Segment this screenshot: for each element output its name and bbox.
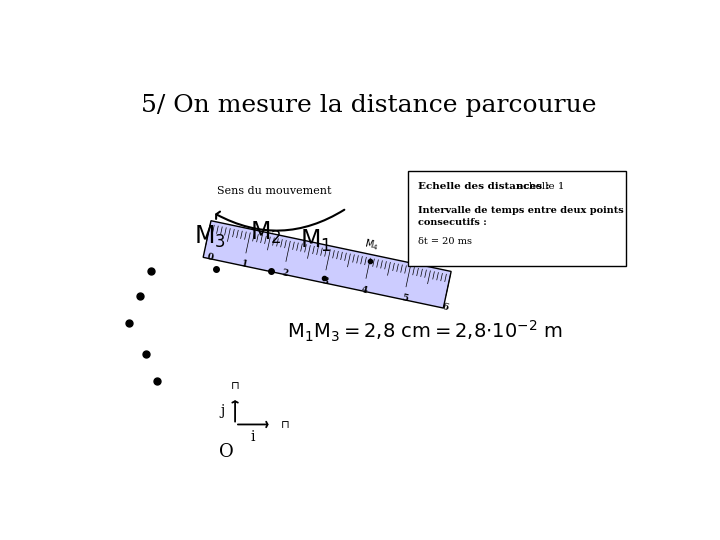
Text: $\sqcap$: $\sqcap$ [230,380,240,391]
FancyBboxPatch shape [408,171,626,266]
Text: $\sqcap$: $\sqcap$ [280,419,289,430]
Text: 3: 3 [320,276,328,287]
Text: O: O [220,443,234,461]
Polygon shape [203,221,451,308]
Text: Echelle des distances :: Echelle des distances : [418,182,553,191]
Text: Sens du mouvement: Sens du mouvement [217,186,331,196]
Text: Intervalle de temps entre deux points
consecutifs :: Intervalle de temps entre deux points co… [418,206,624,227]
Text: $\mathrm{M}_1$: $\mathrm{M}_1$ [300,228,332,254]
Text: $\mathrm{M_1M_3} = 2{,}8\ \mathrm{cm} = 2{,}8{\cdot}10^{-2}\ \mathrm{m}$: $\mathrm{M_1M_3} = 2{,}8\ \mathrm{cm} = … [287,318,563,343]
Text: 5: 5 [400,293,409,303]
Text: 0: 0 [206,252,214,262]
Text: 4: 4 [361,285,369,295]
Text: δt = 20 ms: δt = 20 ms [418,238,472,246]
Text: 2: 2 [281,268,289,278]
Text: 5/ On mesure la distance parcourue: 5/ On mesure la distance parcourue [141,94,597,117]
Text: j: j [220,404,225,418]
Text: $\mathrm{M}_2$: $\mathrm{M}_2$ [250,219,282,246]
Text: i: i [251,430,256,444]
Text: $\mathrm{M}_3$: $\mathrm{M}_3$ [194,224,226,250]
Text: 6: 6 [441,302,449,312]
Text: echelle 1: echelle 1 [517,182,564,191]
Text: $\mathrm{M}_4$: $\mathrm{M}_4$ [363,236,380,253]
Text: 1: 1 [240,260,248,269]
